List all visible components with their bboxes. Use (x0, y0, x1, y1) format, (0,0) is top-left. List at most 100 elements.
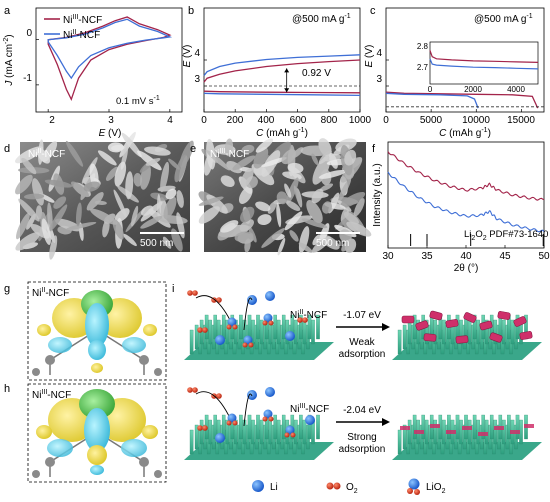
li-particle (285, 331, 295, 341)
pillar (397, 329, 402, 355)
pillar (225, 319, 230, 345)
sem-flake (240, 167, 254, 188)
pillar (467, 319, 472, 345)
sem-flakes-ni2 (14, 131, 194, 260)
lio2-particle (242, 342, 248, 348)
cyan-lobe (88, 340, 106, 360)
sem-flake (319, 183, 334, 192)
b-xtick-0: 0 (201, 115, 207, 126)
sem-flake (144, 146, 171, 156)
c-ytick-4: 4 (376, 48, 382, 59)
voltage-curve (203, 54, 361, 77)
panel-i-top-desc-2: adsorption (339, 349, 386, 360)
panel-c-plot (385, 59, 544, 112)
sem-flake (171, 228, 183, 252)
lio2-particle (262, 320, 268, 326)
o2-particle (192, 387, 198, 393)
pillar (421, 414, 425, 440)
panel-b-xlabel: C (mAh g-1) (256, 127, 308, 139)
panel-g-frame (27, 281, 167, 381)
sem-flake (240, 206, 255, 223)
pillar (467, 419, 472, 445)
li-particle (265, 387, 275, 397)
voltage-curve (203, 59, 361, 83)
panel-letter-c: c (370, 5, 376, 17)
gap-arrow-head (284, 88, 290, 93)
pillar (276, 319, 281, 345)
sem-flake (198, 206, 220, 224)
panel-e-title: NiIII-NCF (210, 148, 249, 160)
panel-e-scalebar-label: 500 nm (316, 238, 349, 249)
pillar (208, 419, 212, 445)
sem-flake (140, 205, 154, 216)
b-xtick-600: 600 (290, 115, 307, 126)
charge-density-ni3 (32, 389, 162, 478)
c-inset-xtick-2000: 2000 (464, 85, 482, 94)
sem-flake (276, 191, 288, 205)
legend-li-label: Li (270, 482, 278, 493)
panel-letter-h: h (4, 383, 10, 395)
yellow-lobe (143, 324, 157, 336)
f-xtick-30: 30 (382, 251, 394, 262)
li-particle (215, 335, 225, 345)
li-particle (227, 413, 237, 423)
sem-flake (174, 154, 188, 183)
b-ytick-4: 4 (194, 48, 200, 59)
panel-f-ylabel: Intensity (a.u.) (372, 163, 383, 226)
sem-flake (15, 212, 30, 240)
o2-particle (302, 317, 308, 323)
yellow-lobe (142, 425, 158, 439)
sem-flake (49, 204, 68, 232)
yellow-lobe (37, 324, 51, 336)
pillar (194, 324, 199, 350)
li2o2-film (462, 426, 472, 430)
panel-h-title: NiIII-NCF (32, 389, 71, 401)
pillar (189, 429, 194, 455)
pillar (281, 314, 286, 340)
panel-i-top-energy: -1.07 eV (343, 310, 381, 321)
pillar (194, 424, 199, 450)
pillar (515, 414, 520, 440)
li2o2-film (400, 426, 410, 430)
li2o2-film (524, 424, 534, 428)
sem-flake (253, 147, 269, 169)
charge-density-ni2 (32, 290, 162, 376)
panel-i: i -1.07 eV Weak adsorption NiII-NCF -2.0… (172, 283, 542, 495)
pillar (510, 319, 515, 345)
sem-flake (162, 236, 172, 249)
panel-c-inset-frame (429, 41, 539, 85)
panel-i-bottom-desc-1: Strong (347, 432, 376, 443)
pillar (493, 419, 498, 445)
sem-flake (97, 150, 117, 166)
pillar (442, 319, 446, 345)
sem-flake (244, 238, 251, 253)
legend-o2-icon (326, 482, 334, 490)
sem-flake (289, 230, 299, 242)
panel-h: h NiIII-NCF (4, 383, 167, 483)
cyan-lobe (90, 465, 104, 475)
li2o2-product (401, 315, 415, 324)
pillar (239, 314, 243, 340)
reaction-arrow-bottom (336, 418, 390, 426)
sem-flake (122, 233, 137, 247)
panel-a-ticks: 2 3 4 0 -1 (23, 28, 173, 126)
atom (139, 457, 149, 467)
sem-flakes-ni3 (198, 138, 372, 256)
sem-flake (311, 236, 331, 253)
panel-letter-f: f (372, 143, 376, 155)
sem-flake (131, 205, 139, 227)
li-particle (265, 291, 275, 301)
pillar (307, 414, 312, 440)
li2o2-product (513, 316, 527, 327)
pillar (402, 424, 407, 450)
sem-flake (44, 179, 73, 188)
lio2-particle (268, 320, 274, 326)
sem-flake (65, 221, 97, 231)
sem-flake (311, 188, 324, 204)
inset-curve (429, 58, 539, 70)
panel-b-plot (203, 54, 361, 112)
panel-g: g NiII-NCF (4, 281, 167, 381)
o2-particle (202, 327, 208, 333)
sem-flake (119, 131, 136, 158)
panel-letter-i: i (172, 283, 174, 295)
